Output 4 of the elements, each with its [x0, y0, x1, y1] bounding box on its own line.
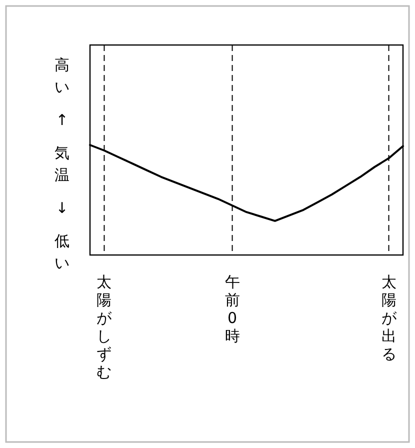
x-tick-label: 太陽が出る — [381, 273, 398, 363]
y-axis-title: 高い ↑ 気温 ↓ 低い — [54, 56, 70, 272]
x-tick-label: 太陽がしずむ — [96, 273, 113, 381]
x-tick-label: 午前0時 — [224, 273, 240, 345]
